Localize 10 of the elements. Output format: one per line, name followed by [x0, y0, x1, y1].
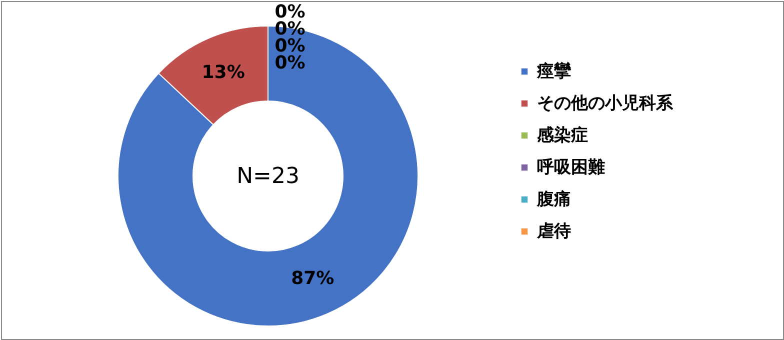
legend-label: 感染症: [536, 126, 588, 146]
legend-label: その他の小児科系: [537, 94, 674, 114]
text: N=23: [236, 164, 300, 189]
legend-label: 呼吸困難: [537, 158, 605, 178]
legend-label: 腹痛: [536, 190, 571, 210]
legend-label: 痙攣: [536, 62, 572, 82]
legend-label: 虐待: [536, 222, 571, 242]
data-label: 13%: [202, 62, 245, 83]
data-label: 87%: [291, 268, 334, 290]
text: 0%: [274, 2, 306, 22]
